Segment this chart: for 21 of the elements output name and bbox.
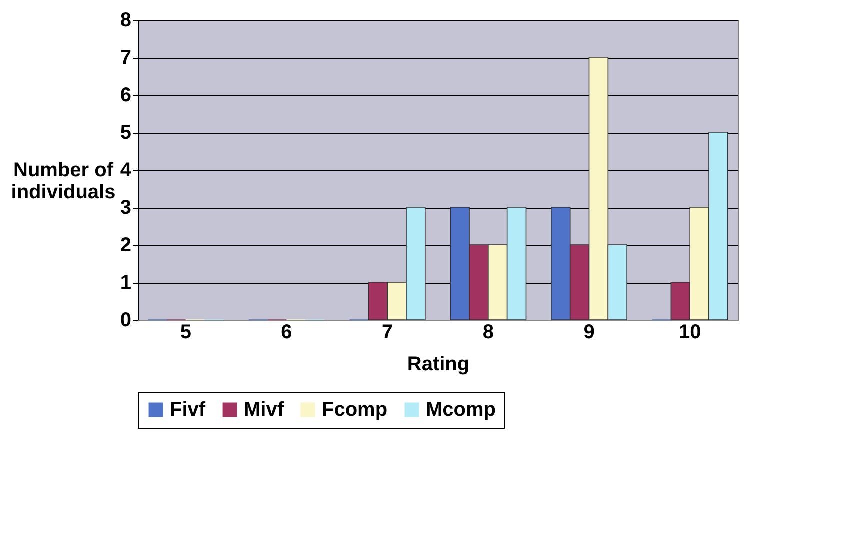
y-axis-title: Number of individuals	[11, 160, 116, 204]
y-tick-label: 2	[120, 234, 132, 256]
x-axis-title: Rating	[407, 354, 470, 376]
x-tick-label: 9	[584, 322, 595, 344]
y-tick-label: 8	[120, 10, 132, 32]
x-tick-label: 5	[180, 322, 192, 344]
legend-label: Fivf	[170, 399, 206, 421]
y-tick-label: 5	[120, 122, 132, 144]
x-tick-label: 8	[482, 322, 494, 344]
y-tick-label: 1	[120, 272, 132, 294]
x-tick-label: 7	[382, 322, 394, 344]
legend-label: Mcomp	[426, 399, 496, 421]
y-tick-label: 3	[120, 197, 132, 219]
x-tick-label: 6	[281, 322, 292, 344]
y-tick-label: 6	[120, 84, 132, 106]
x-tick-label: 10	[678, 322, 702, 344]
y-tick-label: 4	[120, 160, 132, 182]
legend-label: Mivf	[244, 399, 284, 421]
legend-label: Fcomp	[322, 399, 388, 421]
y-tick-label: 0	[120, 310, 132, 332]
y-tick-label: 7	[120, 47, 132, 69]
